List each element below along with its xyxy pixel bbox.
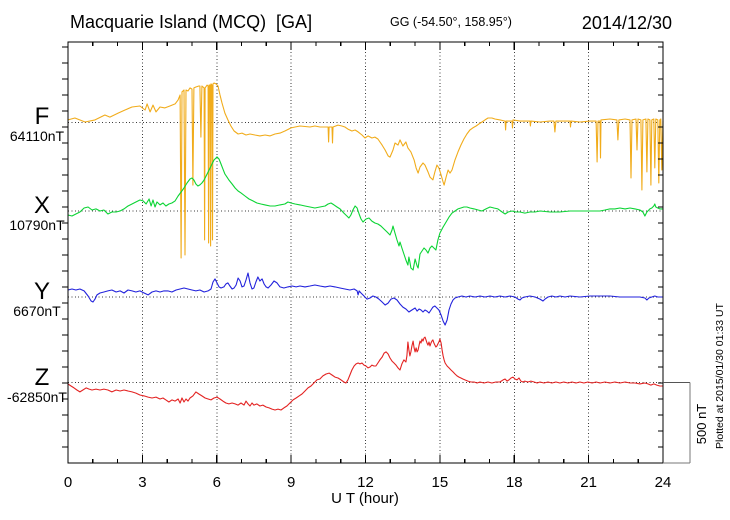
plotted-at-note: Plotted at 2015/01/30 01:33 UT: [714, 302, 726, 449]
trace-Z: [67, 336, 664, 411]
station-title: Macquarie Island (MCQ) [GA]: [70, 12, 312, 32]
channel-Y-base-value: 6670nT: [13, 303, 61, 319]
x-tick-label: 0: [64, 474, 72, 491]
trace-Y: [67, 272, 664, 326]
channel-Z-label: Z: [35, 364, 50, 391]
channel-F-label: F: [35, 103, 50, 130]
x-tick-label: 6: [213, 474, 221, 491]
channel-X-label: X: [34, 192, 50, 219]
frame-layer: [62, 41, 691, 464]
x-tick-labels: 0 3 6 9 12 15 18 21 24: [64, 474, 672, 491]
x-tick-label: 12: [357, 474, 374, 491]
channel-F-base-value: 64110nT: [10, 128, 65, 144]
x-tick-label: 18: [506, 474, 523, 491]
x-tick-label: 3: [138, 474, 146, 491]
x-tick-label: 21: [580, 474, 597, 491]
trace-F: [67, 82, 664, 259]
channel-X-base-value: 10790nT: [9, 217, 65, 233]
trace-X: [67, 156, 664, 271]
geo-coords: GG (-54.50°, 158.95°): [390, 15, 512, 29]
trace-layer: [67, 82, 664, 411]
grid-layer: [68, 42, 663, 463]
x-axis-label: U T (hour): [331, 490, 399, 507]
x-tick-label: 24: [655, 474, 672, 491]
x-tick-label: 15: [432, 474, 449, 491]
channel-Z-base-value: -62850nT: [7, 389, 67, 405]
plot-date: 2014/12/30: [582, 13, 672, 33]
channel-Y-label: Y: [34, 278, 50, 305]
x-tick-label: 9: [287, 474, 295, 491]
scale-bar-label: 500 nT: [694, 404, 709, 445]
